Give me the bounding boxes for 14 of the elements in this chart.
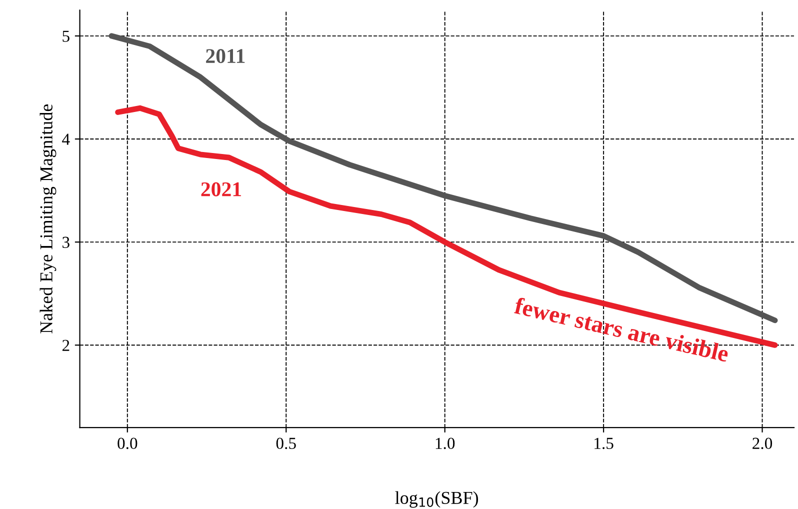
- y-tick-label: 4: [62, 134, 70, 145]
- annotation: fewer stars are visible: [514, 296, 730, 362]
- series-label: 2011: [206, 49, 245, 64]
- x-tick-label: 2.0: [752, 438, 772, 450]
- x-tick-label: 1.5: [594, 438, 614, 450]
- x-tick-label: 0.5: [276, 438, 296, 450]
- y-tick-label: 5: [62, 30, 70, 42]
- y-tick-label: 3: [62, 236, 70, 248]
- y-axis-title: Naked Eye Limiting Magnitude: [40, 104, 56, 334]
- x-tick-label: 0.0: [118, 438, 138, 450]
- series-label: 2021: [201, 182, 242, 196]
- y-tick-label: 2: [62, 340, 70, 351]
- x-axis-title: log$_{10}$(SBF): [395, 491, 478, 508]
- x-tick-label: 1.0: [436, 438, 455, 450]
